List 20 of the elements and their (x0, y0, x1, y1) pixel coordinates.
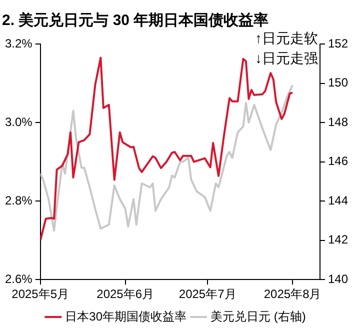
y2-tick-label: 144 (328, 193, 348, 208)
x-tick-label: 2025年7月 (178, 287, 236, 302)
y2-tick-label: 152 (328, 36, 348, 50)
y-tick-label: 3.0% (4, 114, 33, 129)
legend-label: 日本30年期国债收益率 (65, 309, 187, 324)
y2-tick-label: 146 (328, 154, 348, 168)
y-tick-label: 2.6% (4, 272, 33, 286)
x-tick-label: 2025年8月 (264, 287, 322, 302)
y-tick-label: 2.8% (4, 193, 33, 208)
y-tick-label: 3.2% (4, 36, 33, 50)
chart-title: 2. 美元兑日元与 30 年期日本国债收益率 (2, 11, 269, 30)
y2-tick-label: 150 (328, 76, 348, 90)
legend-label: 美元兑日元 (右轴) (210, 309, 306, 324)
y2-tick-label: 142 (328, 232, 348, 247)
annotation: ↓日元走强 (254, 50, 318, 66)
y2-tick-label: 140 (328, 272, 348, 286)
x-tick-label: 2025年5月 (12, 287, 70, 302)
x-tick-label: 2025年6月 (96, 287, 154, 302)
y2-tick-label: 148 (328, 114, 348, 129)
annotation: ↑日元走软 (254, 30, 318, 46)
